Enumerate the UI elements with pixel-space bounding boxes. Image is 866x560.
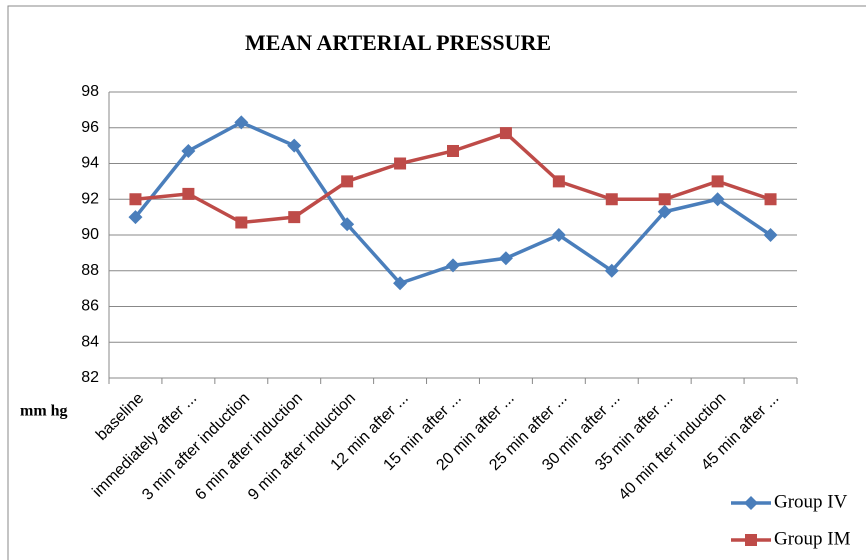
marker <box>393 276 408 291</box>
legend-label: Group IM <box>774 528 851 549</box>
marker <box>129 193 142 206</box>
marker <box>182 187 195 200</box>
marker <box>744 496 758 510</box>
marker <box>604 263 619 278</box>
y-tick-label: 92 <box>81 190 99 207</box>
marker <box>657 204 672 219</box>
legend-label: Group IV <box>774 491 848 512</box>
y-axis-label: mm hg <box>20 403 68 420</box>
y-tick-label: 84 <box>81 333 99 350</box>
marker <box>447 144 459 157</box>
y-tick-label: 86 <box>81 298 99 315</box>
y-tick-label: 96 <box>81 119 99 136</box>
y-tick-label: 82 <box>81 369 99 386</box>
marker <box>287 138 302 153</box>
marker <box>446 258 460 273</box>
y-tick-label: 98 <box>81 83 99 100</box>
marker <box>341 175 354 188</box>
marker <box>764 193 777 206</box>
y-tick-label: 90 <box>81 226 99 243</box>
marker <box>288 211 301 224</box>
marker <box>498 251 513 266</box>
marker <box>552 175 565 188</box>
marker <box>340 217 355 232</box>
marker <box>763 228 778 242</box>
chart-title: MEAN ARTERIAL PRESSURE <box>245 30 551 55</box>
y-tick-label: 94 <box>81 155 99 172</box>
marker <box>235 216 248 229</box>
marker <box>551 228 566 242</box>
marker <box>658 193 671 206</box>
marker <box>499 127 512 140</box>
chart-frame <box>7 5 866 560</box>
marker <box>234 115 249 130</box>
marker <box>745 534 757 546</box>
marker <box>394 157 407 170</box>
marker <box>605 193 618 206</box>
marker <box>181 143 196 158</box>
marker <box>128 210 143 225</box>
y-tick-label: 88 <box>81 262 99 279</box>
marker <box>711 175 724 188</box>
marker <box>710 192 725 207</box>
